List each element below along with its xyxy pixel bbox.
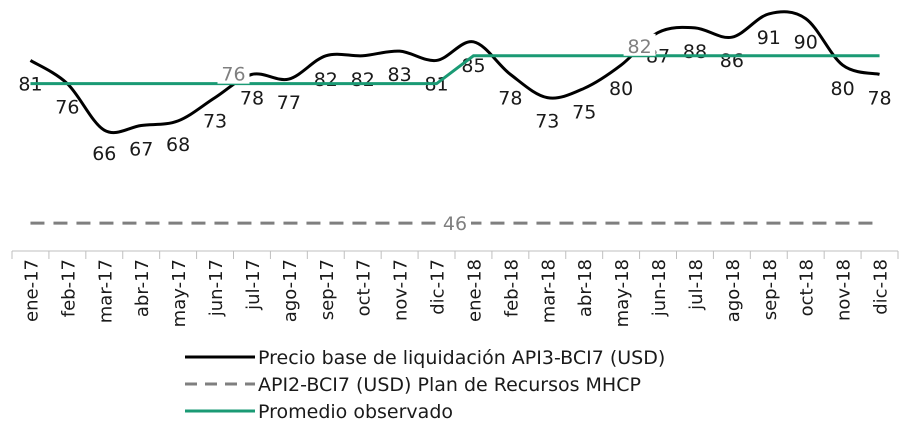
x-tick-label: feb-18 (501, 259, 522, 317)
x-tick-label: ene-17 (21, 259, 42, 322)
x-tick-label: sep-17 (317, 259, 338, 320)
data-label: 81 (18, 73, 42, 95)
data-label: 90 (794, 32, 818, 54)
data-label: 73 (203, 111, 227, 133)
x-tick-label: ene-18 (464, 259, 485, 322)
x-tick-label: ago-17 (280, 259, 301, 322)
legend-label: Promedio observado (258, 401, 453, 422)
x-tick-label: mar-18 (538, 259, 559, 323)
series-line (30, 54, 880, 86)
x-tick-label: jul-17 (243, 259, 264, 311)
x-tick-label: nov-17 (391, 259, 412, 321)
x-tick-label: oct-17 (354, 259, 375, 316)
x-tick-label: oct-18 (797, 259, 818, 316)
data-label: 68 (166, 134, 190, 156)
data-label: 82 (627, 36, 651, 58)
data-label: 78 (867, 87, 891, 109)
x-tick-label: ago-18 (723, 259, 744, 322)
data-label: 88 (683, 41, 707, 63)
data-label: 73 (535, 111, 559, 133)
x-tick-label: abr-18 (575, 259, 596, 317)
label-bg (217, 61, 250, 84)
x-tick-label: jul-18 (686, 259, 707, 311)
data-label: 75 (572, 101, 596, 123)
x-tick-label: sep-18 (760, 259, 781, 320)
data-label: 66 (92, 143, 116, 165)
x-tick-label: may-17 (169, 259, 190, 327)
x-tick-label: feb-17 (58, 259, 79, 317)
data-label: 67 (129, 139, 153, 161)
x-tick-label: nov-18 (834, 259, 855, 321)
data-label: 80 (609, 78, 633, 100)
x-tick-label: abr-17 (132, 259, 153, 317)
data-label: 91 (757, 27, 781, 49)
data-label: 78 (498, 87, 522, 109)
data-label: 76 (221, 64, 245, 86)
data-label: 83 (388, 64, 412, 86)
data-label: 78 (240, 87, 264, 109)
label-bg (623, 33, 656, 56)
data-label: 77 (277, 92, 301, 114)
x-tick-label: jun-17 (206, 259, 227, 317)
data-label: 86 (720, 50, 744, 72)
x-tick-label: mar-17 (95, 259, 116, 323)
data-label: 82 (314, 69, 338, 91)
data-label: 85 (461, 55, 485, 77)
x-tick-label: jun-18 (649, 259, 670, 317)
data-label: 82 (351, 69, 375, 91)
series-line (29, 10, 880, 135)
data-label: 80 (831, 78, 855, 100)
data-label: 76 (55, 97, 79, 119)
legend-label: Precio base de liquidación API3-BCI7 (US… (258, 347, 665, 369)
data-label: 46 (443, 213, 467, 235)
x-tick-label: dic-17 (428, 259, 449, 315)
x-tick-label: dic-18 (871, 259, 892, 315)
x-tick-label: may-18 (612, 259, 633, 327)
label-bg (439, 211, 471, 234)
legend-label: API2-BCI7 (USD) Plan de Recursos MHCP (258, 374, 641, 396)
